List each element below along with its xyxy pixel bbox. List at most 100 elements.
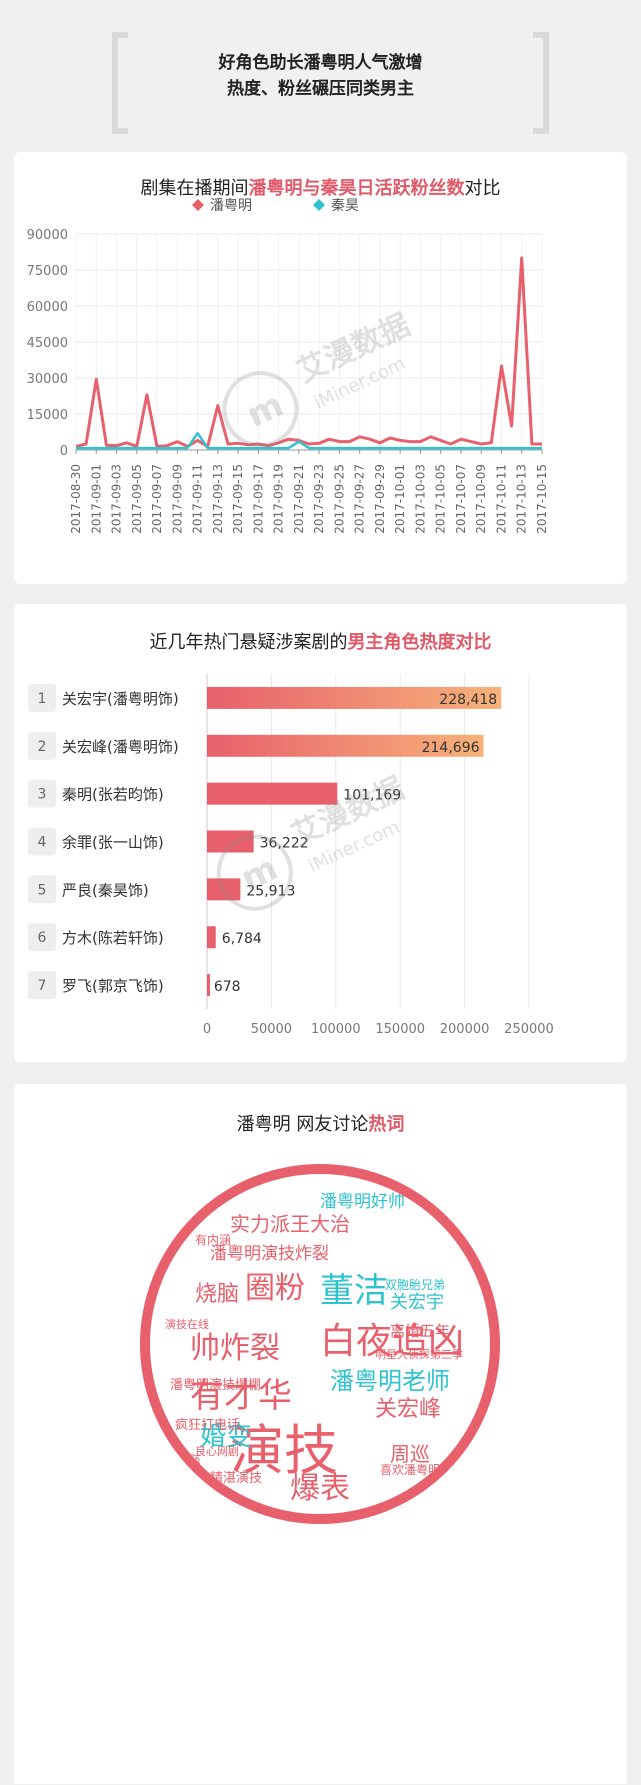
word-cloud-words: 演技 白夜追凶 有才华 董洁 帅炸裂 圈粉 爆表 潘粤明老师 婚变 实力派王大治 潘粤明演技炸裂 关宏…: [150, 1174, 490, 1514]
x-tick-label: 2017-09-19: [272, 464, 286, 534]
x-tick-label: 2017-09-01: [89, 464, 103, 534]
x-tick-label: 2017-09-03: [110, 464, 124, 534]
y-tick-label: 30000: [27, 372, 68, 387]
x-tick-label: 2017-10-13: [515, 464, 529, 534]
cloud-word: 精湛演技: [210, 1471, 263, 1486]
rank-number: 1: [38, 691, 47, 707]
rank-number: 2: [38, 739, 47, 755]
x-tick-label: 150000: [375, 1022, 425, 1037]
rank-badge: [28, 923, 56, 952]
bar: [207, 734, 484, 757]
x-tick-label: 2017-09-29: [373, 464, 387, 534]
cloud-word: 圈粉: [245, 1271, 305, 1306]
rank-badge: [28, 875, 56, 904]
cloud-word: 有内涵: [195, 1233, 232, 1247]
bar-value-label: 678: [214, 979, 241, 995]
category-label: 余罪(张一山饰): [62, 834, 164, 852]
cloud-word: 老男孩: [168, 1453, 201, 1466]
x-tick-label: 2017-10-09: [474, 464, 488, 534]
cloud-word: 婚变: [200, 1422, 253, 1452]
bar: [207, 878, 241, 901]
bar-chart-card: 近几年热门悬疑涉案剧的男主角色热度对比 0 50000 100000 150000 20…: [14, 604, 627, 1062]
bar-value-label: 214,696: [422, 740, 480, 756]
cloud-word: 帅炸裂: [190, 1331, 280, 1366]
rank-badge: [28, 779, 56, 808]
x-tick-label: 2017-10-05: [434, 464, 448, 534]
x-tick-label: 2017-10-01: [393, 464, 407, 534]
cloud-word: 双胞胎兄弟: [385, 1278, 446, 1292]
x-tick-label: 2017-09-21: [292, 464, 306, 534]
rank-number: 4: [38, 835, 47, 851]
x-tick-label: 100000: [311, 1022, 361, 1037]
x-tick-label: 2017-09-05: [130, 464, 144, 534]
y-tick-label: 0: [60, 444, 68, 459]
x-tick-label: 2017-10-15: [535, 464, 549, 534]
rank-badge: [28, 683, 56, 712]
rank-badge: [28, 731, 56, 760]
line-chart-title-highlight: 潘粤明与秦昊日活跃粉丝数: [248, 178, 465, 199]
cloud-word: 演技在线: [165, 1318, 209, 1331]
cloud-word: 烧脑: [195, 1282, 240, 1307]
cloud-word: 关宏宇: [390, 1292, 444, 1313]
x-tick-label: 2017-08-30: [69, 464, 83, 534]
line-chart: 潘粤明 秦昊90000750006000045000300001500002017…: [27, 198, 549, 534]
x-tick-label: 2017-09-11: [191, 464, 205, 534]
word-cloud-card: 潘粤明 网友讨论热词 演技 白夜追凶 有才华 董洁 帅炸裂 圈粉 爆表 潘粤明老师 婚变 实力派王…: [14, 1084, 627, 1784]
bar-chart-title-pre: 近几年热门悬疑涉案剧的: [149, 632, 348, 653]
x-tick-label: 2017-09-15: [231, 464, 245, 534]
right-bracket: [533, 32, 549, 134]
category-label: 关宏峰(潘粤明饰): [62, 738, 179, 756]
cloud-word: 白夜追凶: [320, 1321, 465, 1362]
legend-marker-2: [313, 199, 325, 211]
cloud-word: 潘粤明好帅: [320, 1192, 405, 1212]
line-chart-title-pre: 剧集在播期间: [140, 178, 249, 199]
cloud-word: 潘粤明演技炸裂: [210, 1244, 329, 1264]
cloud-word: 离婚五年: [390, 1322, 451, 1340]
x-tick-label: 2017-10-03: [413, 464, 427, 534]
bar-value-label: 36,222: [260, 836, 309, 852]
x-tick-label: 200000: [440, 1022, 490, 1037]
line-chart-card: 剧集在播期间潘粤明与秦昊日活跃粉丝数对比 潘粤明 秦昊 90000 75000 6000…: [14, 152, 627, 584]
bar-value-label: 228,418: [439, 692, 497, 708]
rank-number: 6: [38, 930, 47, 946]
bar: [207, 782, 338, 805]
rank-number: 5: [38, 882, 47, 898]
word-cloud-title-highlight: 热词: [368, 1114, 405, 1135]
header-title-line2: 热度、粉丝碾压同类男主: [227, 79, 414, 99]
x-tick-label: 2017-09-07: [150, 464, 164, 534]
series-line-qin-hao: [76, 431, 542, 450]
x-tick-label: 2017-09-13: [211, 464, 225, 534]
cloud-word: 潘粤明老师: [330, 1367, 450, 1395]
bar-value-label: 25,913: [246, 883, 295, 899]
cloud-word: 有才华: [190, 1376, 292, 1416]
bar: [207, 830, 254, 853]
category-label: 严良(秦昊饰): [62, 881, 149, 899]
x-tick-label: 2017-09-17: [251, 464, 265, 534]
x-tick-label: 2017-10-11: [494, 464, 508, 534]
y-tick-label: 45000: [27, 336, 68, 351]
cloud-word: 关宏峰: [375, 1397, 442, 1422]
bar-chart: 0 50000 100000 150000 200000 250000 1 关宏宇(潘粤明饰)…: [28, 674, 554, 1037]
x-tick-label: 2017-10-07: [454, 464, 468, 534]
watermark-logo-icon: [222, 371, 299, 448]
series-line-pan-yueming: [75, 256, 542, 448]
left-bracket: [112, 32, 128, 134]
header: 好角色助长潘粤明人气激增 热度、粉丝碾压同类男主: [0, 0, 641, 150]
rank-badge: [28, 971, 56, 1000]
cloud-word: 演技: [230, 1419, 338, 1482]
word-cloud-title: 潘粤明 网友讨论热词: [14, 1110, 627, 1136]
y-tick-label: 90000: [27, 228, 68, 243]
x-tick-label: 50000: [251, 1022, 292, 1037]
x-tick-label: 2017-09-09: [170, 464, 184, 534]
cloud-word: 明星大侦探第三季: [375, 1348, 463, 1361]
y-tick-label: 60000: [27, 300, 68, 315]
word-cloud-circle: 演技 白夜追凶 有才华 董洁 帅炸裂 圈粉 爆表 潘粤明老师 婚变 实力派王大治 潘粤明演技炸裂 关宏…: [140, 1164, 500, 1524]
watermark-logo-letter: m: [241, 385, 290, 436]
cloud-word: 喜欢潘粤明: [380, 1463, 441, 1477]
word-cloud-title-pre: 潘粤明 网友讨论: [236, 1114, 369, 1135]
legend-label-1: 潘粤明: [210, 198, 252, 214]
cloud-word: 潘粤明演技爆棚: [170, 1378, 262, 1393]
bar: [207, 926, 216, 949]
bar-value-label: 6,784: [222, 931, 262, 947]
